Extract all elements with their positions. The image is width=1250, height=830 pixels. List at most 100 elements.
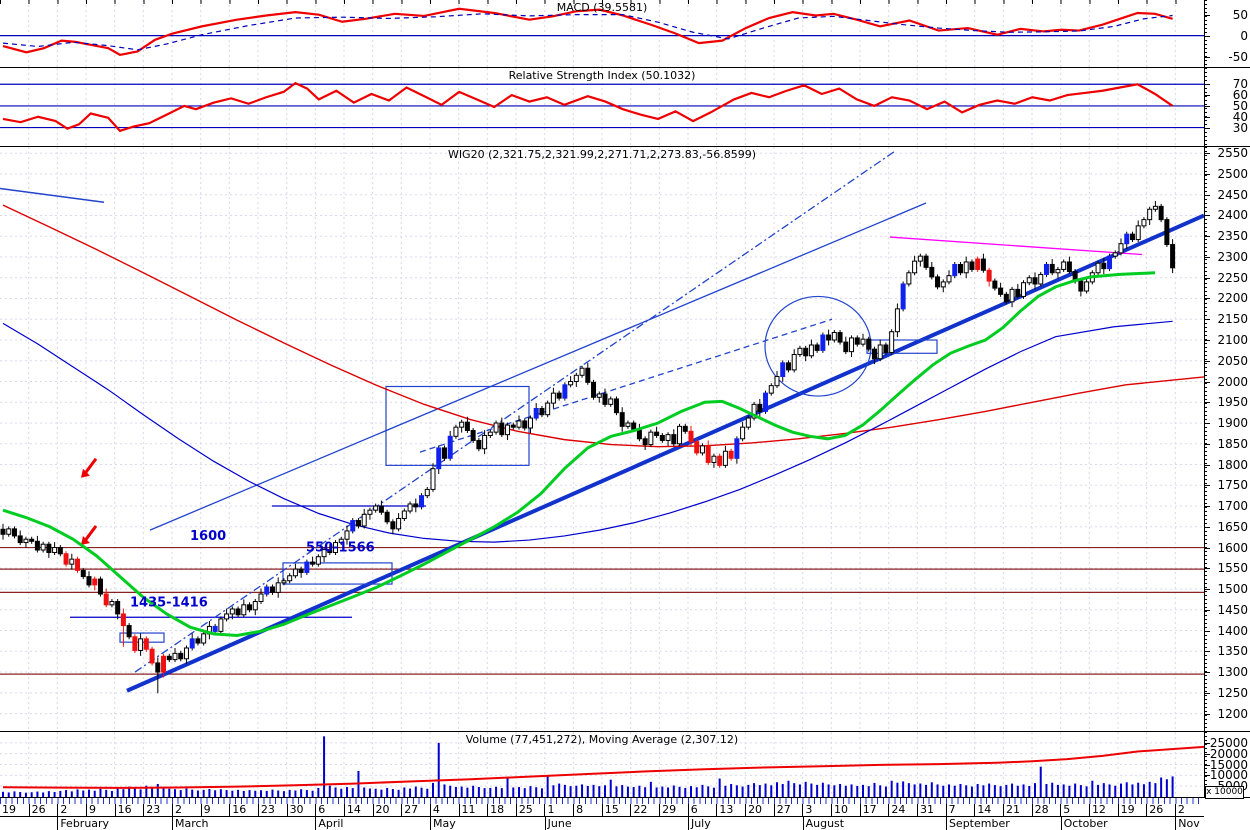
y-tick-label: 1700 [1217, 499, 1248, 514]
y-tick-mark [1204, 173, 1210, 175]
y-tick-mark [1204, 692, 1210, 694]
y-tick-mark [1204, 319, 1210, 321]
week-tick-label: 24 [888, 804, 917, 816]
y-tick-mark [1204, 35, 1210, 37]
week-tick-label: 6 [315, 804, 344, 816]
week-tick-label: 19 [2, 804, 16, 816]
y-tick-mark [1204, 95, 1210, 97]
month-label [0, 817, 57, 830]
y-tick-label: 1250 [1217, 685, 1248, 700]
long-ma-red [2, 204, 1204, 448]
week-tick-label: 20 [372, 804, 402, 816]
y-tick-mark [1204, 609, 1210, 611]
y-tick-mark [1204, 84, 1210, 86]
y-tick-mark [1204, 526, 1210, 528]
week-tick-label: 23 [143, 804, 172, 816]
channel-upper [149, 202, 927, 531]
y-tick-mark [1204, 506, 1210, 508]
week-tick-label: 18 [487, 804, 516, 816]
y-tick-label: 60 [1232, 88, 1248, 103]
old-downtrend [0, 187, 105, 203]
y-tick-mark [1204, 56, 1210, 58]
panel-separator [0, 731, 1250, 732]
y-tick-label: 50 [1232, 7, 1248, 22]
volume-panel: Volume (77,451,272), Moving Average (2,3… [0, 732, 1204, 797]
week-tick-label: 1 [544, 804, 573, 816]
week-tick-label: 9 [200, 804, 230, 816]
y-tick-label: 1600 [1217, 540, 1248, 555]
y-tick-label: 2500 [1217, 166, 1248, 181]
minor-ticks [1204, 68, 1207, 146]
annotation-text-0: 1600 [190, 529, 226, 544]
month-label: Nov [1175, 817, 1204, 830]
price-panel: WIG20 (2,321.75,2,321.99,2,271.71,2,273.… [0, 147, 1204, 731]
volume-bars [2, 736, 1174, 797]
week-tick-label: 16 [114, 804, 144, 816]
y-tick-label: 0 [1240, 28, 1248, 43]
y-tick-mark [1204, 672, 1210, 674]
y-tick-mark [1204, 568, 1210, 570]
short-ma-green [2, 271, 1156, 638]
y-tick-label: 1900 [1217, 416, 1248, 431]
y-tick-mark [1204, 215, 1210, 217]
y-tick-mark [1204, 713, 1210, 715]
y-tick-label: 2250 [1217, 270, 1248, 285]
y-tick-label: 1950 [1217, 395, 1248, 410]
y-tick-label: 25000 [1209, 735, 1248, 750]
macd-plot [0, 0, 1204, 67]
month-label: October [1060, 817, 1176, 830]
rsi-panel: Relative Strength Index (50.1032) [0, 68, 1204, 146]
week-tick-label: 27 [773, 804, 803, 816]
y-tick-mark [1204, 485, 1210, 487]
weekly-gridlines [28, 732, 1176, 797]
minor-ticks [1204, 0, 1207, 67]
annotation-box-0 [282, 562, 393, 585]
top-week-ticks [0, 0, 1204, 4]
y-tick-mark [1204, 753, 1210, 755]
week-tick-label: 16 [229, 804, 258, 816]
y-tick-label: 2050 [1217, 353, 1248, 368]
y-tick-label: 10000 [1209, 768, 1248, 783]
y-tick-mark [1204, 116, 1210, 118]
y-tick-label: 2400 [1217, 208, 1248, 223]
y-tick-label: 2450 [1217, 187, 1248, 202]
y-tick-mark [1204, 194, 1210, 196]
y-tick-label: 20000 [1209, 746, 1248, 761]
minor-ticks [1204, 147, 1207, 731]
y-tick-label: 30 [1232, 120, 1248, 135]
y-tick-mark [1204, 256, 1210, 258]
x-axis: 19 26 2 9 16 23 2 9 16 23 30 6 14 20 27 4 11 18 25 1 8 15 22 29… [0, 798, 1250, 830]
week-tick-label: 31 [917, 804, 946, 816]
y-tick-label: 70 [1232, 77, 1248, 92]
week-tick-label: 23 [257, 804, 287, 816]
y-tick-mark [1204, 443, 1210, 445]
month-label: February [57, 817, 172, 830]
week-tick-label: 21 [1002, 804, 1032, 816]
month-label: May [429, 817, 545, 830]
week-tick-label: 14 [343, 804, 373, 816]
y-tick-mark [1204, 742, 1210, 744]
week-tick-label: 27 [401, 804, 430, 816]
week-label-row: 19 26 2 9 16 23 2 9 16 23 30 6 14 20 27 4 11 18 25 1 8 15 22 29… [0, 804, 1204, 817]
y-tick-label: 2200 [1217, 291, 1248, 306]
annotation-text-2: 1435-1416 [130, 595, 208, 610]
panel-separator [0, 797, 1250, 798]
week-tick-label: 25 [515, 804, 545, 816]
month-label: July [687, 817, 803, 830]
weekly-gridlines [28, 147, 1176, 731]
week-tick-label: 4 [429, 804, 459, 816]
volume-multiplier-badge: x 10000 [1205, 786, 1244, 799]
y-tick-mark [1204, 547, 1210, 549]
y-tick-label: 40 [1232, 109, 1248, 124]
y-tick-label: 1800 [1217, 457, 1248, 472]
y-tick-mark [1204, 298, 1210, 300]
daily-tick-strip [0, 798, 1204, 804]
week-tick-label: 5 [1060, 804, 1089, 816]
week-tick-label: 2 [1174, 804, 1204, 816]
candlestick-series [0, 200, 1176, 694]
y-tick-label: 1500 [1217, 582, 1248, 597]
y-tick-label: 50 [1232, 98, 1248, 113]
week-tick-label: 8 [573, 804, 602, 816]
week-tick-label: 3 [802, 804, 831, 816]
week-tick-label: 9 [85, 804, 115, 816]
